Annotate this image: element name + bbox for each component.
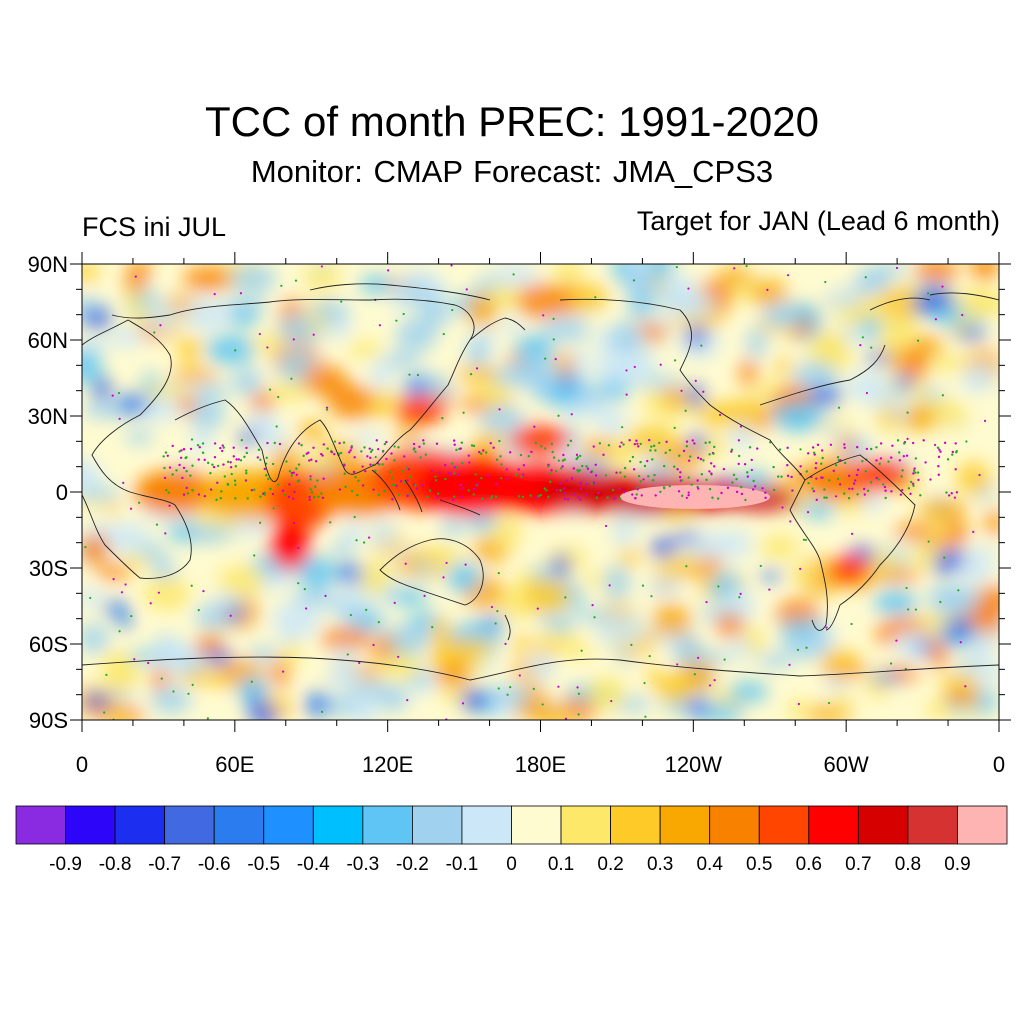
x-tick-label: 0 (76, 752, 88, 777)
colorbar-label: 0.3 (647, 854, 673, 875)
y-tick-label: 90S (29, 708, 68, 733)
colorbar-label: 0.1 (548, 854, 574, 875)
colorbar-labels: -0.9 -0.8 -0.7 -0.6 -0.5 -0.4 -0.3 -0.2 -0.1 0 0.1… (49, 854, 970, 875)
y-tick-label: 60N (28, 328, 68, 353)
y-tick-label: 30N (28, 404, 68, 429)
colorbar-swatch (511, 805, 562, 845)
colorbar-swatch (808, 805, 859, 845)
figure-title: TCC of month PREC: 1991-2020 (205, 98, 819, 145)
colorbar-swatch (362, 805, 413, 845)
colorbar-swatch (164, 805, 215, 845)
colorbar-swatch (560, 805, 611, 845)
colorbar-swatch (65, 805, 116, 845)
colorbar-swatch (709, 805, 760, 845)
y-tick-label: 90N (28, 252, 68, 277)
colorbar-label: 0.8 (895, 854, 921, 875)
colorbar-label: -0.3 (346, 854, 379, 875)
colorbar-swatch (907, 805, 958, 845)
colorbar-label: -0.9 (49, 854, 82, 875)
figure-subtitle: Monitor: CMAP Forecast: JMA_CPS3 (250, 154, 774, 189)
colorbar-label: 0 (506, 854, 517, 875)
colorbar-label: 0.5 (746, 854, 772, 875)
colorbar-label: -0.4 (297, 854, 330, 875)
y-tick-label: 0 (56, 480, 68, 505)
colorbar-swatch (758, 805, 810, 845)
colorbar-swatch (114, 805, 166, 845)
colorbar-label: -0.7 (148, 854, 181, 875)
x-axis-labels: 0 60E 120E 180E 120W 60W 0 (76, 752, 1005, 777)
colorbar-label: 0.4 (696, 854, 723, 875)
correlation-field (82, 264, 999, 720)
colorbar-swatch (957, 805, 1008, 845)
colorbar-label: 0.2 (597, 854, 623, 875)
colorbar-swatch (610, 805, 661, 845)
colorbar-label: -0.6 (198, 854, 231, 875)
target-month-label: Target for JAN (Lead 6 month) (636, 206, 1000, 236)
colorbar-label: -0.1 (446, 854, 479, 875)
y-tick-label: 30S (29, 556, 68, 581)
colorbar-swatch (659, 805, 711, 845)
colorbar-label: -0.8 (99, 854, 132, 875)
colorbar-swatch (213, 805, 265, 845)
initial-month-label: FCS ini JUL (82, 212, 227, 242)
y-axis-labels: 90N 60N 30N 0 30S 60S 90S (28, 252, 68, 733)
colorbar-swatch (15, 805, 66, 845)
y-tick-label: 60S (29, 632, 68, 657)
colorbar-label: -0.5 (247, 854, 280, 875)
colorbar-label: 0.6 (796, 854, 822, 875)
x-tick-label: 60E (215, 752, 254, 777)
colorbar-label: 0.9 (944, 854, 970, 875)
x-tick-label: 60W (824, 752, 869, 777)
x-tick-label: 0 (993, 752, 1005, 777)
colorbar-swatch (312, 805, 364, 845)
colorbar-swatch (263, 805, 314, 845)
colorbar-swatch (461, 805, 512, 845)
x-tick-label: 120E (362, 752, 413, 777)
axis-ticks (70, 252, 1011, 732)
colorbar-swatch (411, 805, 463, 845)
colorbar-swatch (857, 805, 909, 845)
x-tick-label: 180E (515, 752, 566, 777)
colorbar (15, 805, 1008, 845)
colorbar-label: -0.2 (396, 854, 429, 875)
coastlines (82, 283, 999, 681)
x-tick-label: 120W (665, 752, 723, 777)
colorbar-label: 0.7 (845, 854, 871, 875)
